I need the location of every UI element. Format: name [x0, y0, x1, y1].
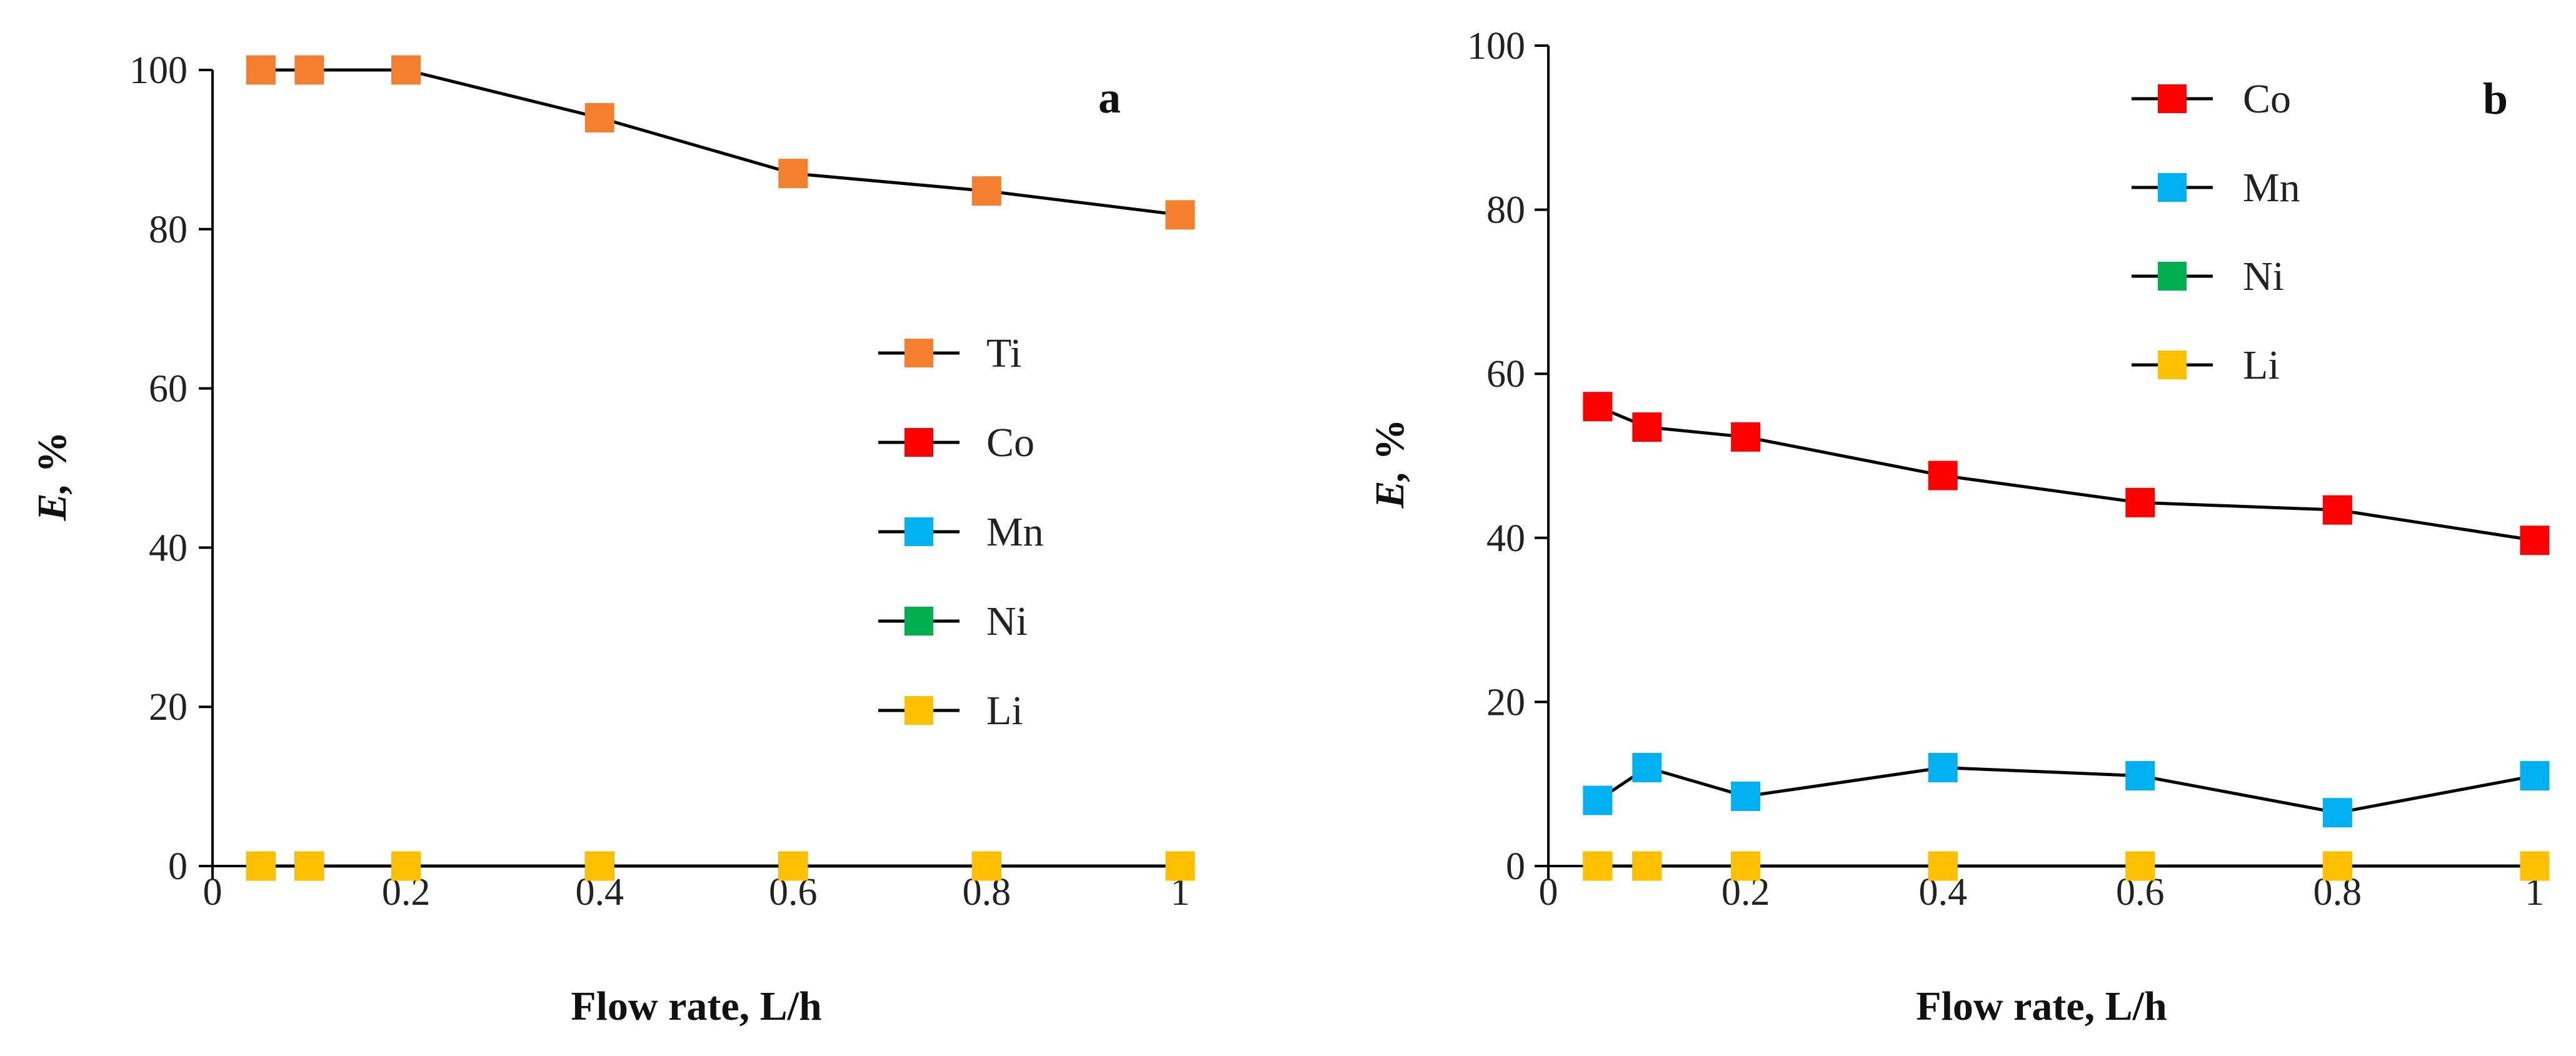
- series-mn: [1583, 752, 2550, 828]
- legend-label: Ti: [986, 331, 1021, 376]
- series-li: [1583, 851, 2550, 881]
- data-point-mn: [2322, 798, 2352, 828]
- y-tick-label: 80: [149, 209, 188, 251]
- legend-item-ni: Ni: [2132, 254, 2284, 299]
- y-tick-label: 80: [1486, 189, 1525, 232]
- series-line-ti: [261, 68, 1181, 217]
- legend-label: Ni: [986, 599, 1028, 644]
- y-tick-label: 40: [149, 527, 188, 569]
- data-point-co: [1632, 412, 1662, 442]
- legend-label: Mn: [2243, 165, 2300, 211]
- data-point-co: [1731, 422, 1761, 452]
- data-point-li: [246, 851, 276, 881]
- data-point-ti: [584, 102, 614, 132]
- legend: Co Mn Ni Li: [2132, 76, 2300, 388]
- series-co: [1583, 392, 2550, 555]
- legend-marker: [905, 696, 933, 725]
- legend-item-ti: Ti: [878, 331, 1021, 376]
- data-point-mn: [1731, 781, 1761, 811]
- legend-label: Ni: [2243, 254, 2284, 299]
- x-axis-title: Flow rate, L/h: [571, 984, 821, 1029]
- data-point-ti: [246, 55, 276, 85]
- legend-marker: [905, 607, 933, 635]
- data-point-ti: [778, 159, 808, 189]
- legend-marker: [2158, 84, 2187, 113]
- y-tick-label: 100: [129, 49, 188, 92]
- data-point-co: [2125, 487, 2155, 517]
- data-point-li: [1583, 851, 1613, 881]
- y-axis-title: E, %: [29, 431, 75, 521]
- legend-item-co: Co: [2132, 76, 2291, 122]
- legend-marker: [905, 517, 933, 546]
- legend-marker: [2158, 173, 2187, 202]
- data-point-co: [1583, 392, 1613, 422]
- legend-marker: [2158, 262, 2187, 291]
- y-tick-label: 20: [149, 686, 188, 729]
- legend-marker: [2158, 351, 2187, 379]
- legend-label: Li: [986, 688, 1023, 734]
- y-axis-title-variable: E,: [1367, 471, 1413, 509]
- data-point-li: [391, 851, 421, 881]
- data-point-ti: [1165, 200, 1195, 230]
- data-point-mn: [2125, 761, 2155, 791]
- data-point-co: [2520, 526, 2550, 555]
- data-point-li: [2322, 851, 2352, 881]
- data-point-li: [1928, 851, 1958, 881]
- data-point-li: [2520, 851, 2550, 881]
- data-point-li: [1632, 851, 1662, 881]
- legend-item-co: Co: [878, 420, 1035, 466]
- y-tick-label: 0: [1506, 845, 1525, 888]
- data-point-li: [778, 851, 808, 881]
- data-point-li: [1165, 851, 1195, 881]
- data-point-mn: [1632, 752, 1662, 782]
- data-point-mn: [1583, 785, 1613, 815]
- y-tick-label: 60: [1486, 353, 1525, 396]
- legend: Ti Co Mn Ni Li: [878, 331, 1044, 734]
- legend-item-li: Li: [2132, 342, 2280, 388]
- y-tick-label: 20: [1486, 681, 1525, 724]
- y-axis-title-unit: %: [1367, 419, 1413, 471]
- data-point-li: [294, 851, 324, 881]
- legend-item-ni: Ni: [878, 599, 1028, 644]
- y-tick-label: 40: [1486, 517, 1525, 560]
- legend-label: Mn: [986, 509, 1044, 555]
- data-point-co: [1928, 461, 1958, 491]
- data-point-li: [2125, 851, 2155, 881]
- legend-item-mn: Mn: [2132, 165, 2300, 211]
- series-li: [246, 851, 1195, 881]
- x-tick-label: 0: [1539, 871, 1558, 914]
- x-tick-label: 0: [203, 871, 223, 914]
- y-tick-label: 100: [1467, 25, 1525, 67]
- panel-label: b: [2483, 74, 2508, 124]
- series-ti: [246, 55, 1195, 230]
- data-point-co: [2322, 495, 2352, 525]
- legend-label: Co: [986, 420, 1035, 466]
- y-tick-label: 0: [168, 845, 188, 888]
- legend-marker: [905, 428, 933, 457]
- data-point-li: [584, 851, 614, 881]
- y-axis-title: E, %: [1367, 419, 1413, 509]
- data-point-ti: [391, 55, 421, 85]
- legend-label: Li: [2243, 342, 2280, 388]
- data-point-mn: [1928, 752, 1958, 782]
- legend-marker: [905, 339, 933, 367]
- panel-label: a: [1098, 72, 1121, 122]
- data-point-li: [971, 851, 1001, 881]
- y-axis-title-unit: %: [29, 431, 75, 483]
- data-point-ti: [971, 176, 1001, 206]
- legend-label: Co: [2243, 76, 2291, 122]
- data-point-ti: [294, 55, 324, 85]
- y-axis-title-variable: E,: [29, 483, 75, 522]
- legend-item-li: Li: [878, 688, 1023, 734]
- data-point-li: [1731, 851, 1761, 881]
- legend-item-mn: Mn: [878, 509, 1044, 555]
- data-point-mn: [2520, 761, 2550, 791]
- x-axis-title: Flow rate, L/h: [1916, 984, 2167, 1029]
- y-tick-label: 60: [149, 368, 188, 411]
